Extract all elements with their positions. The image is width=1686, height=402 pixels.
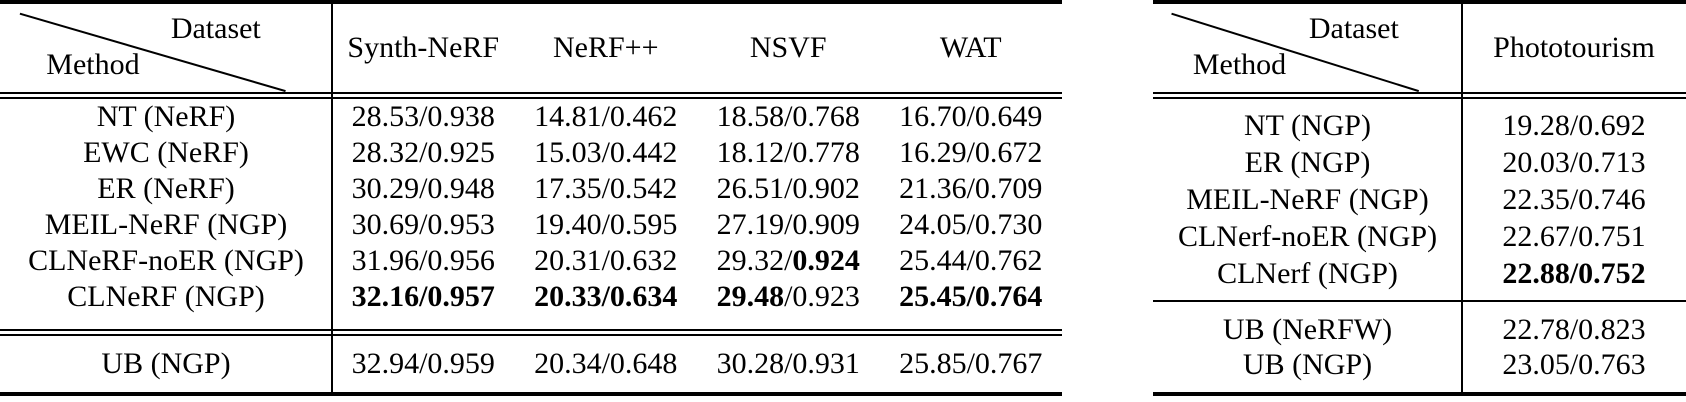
table-row: MEIL-NeRF (NGP) 30.69/0.953 19.40/0.595 27.… bbox=[0, 207, 1062, 243]
metric-cell: 26.51/0.902 bbox=[716, 172, 860, 205]
table-row: CLNeRF-noER (NGP) 31.96/0.956 20.31/0.632 2… bbox=[0, 243, 1062, 279]
upper-bound-divider bbox=[1153, 300, 1686, 302]
metric-cell: 22.67/0.751 bbox=[1502, 219, 1646, 253]
metric-cell: 23.05/0.763 bbox=[1502, 347, 1646, 381]
method-cell: ER (NeRF) bbox=[97, 172, 235, 205]
method-cell: UB (NGP) bbox=[1242, 347, 1373, 381]
metric-cell: 19.40/0.595 bbox=[534, 208, 678, 241]
metric-cell: 30.28/0.931 bbox=[716, 347, 860, 380]
metric-cell: 21.36/0.709 bbox=[899, 172, 1043, 205]
header-divider bbox=[0, 92, 1062, 99]
table-row: ER (NGP) 20.03/0.713 bbox=[1153, 144, 1686, 181]
metric-cell: 18.12/0.778 bbox=[716, 136, 860, 169]
table-row: UB (NeRFW) 22.78/0.823 bbox=[1153, 312, 1686, 347]
metric-cell: 25.85/0.767 bbox=[899, 347, 1043, 380]
table-row: NT (NeRF) 28.53/0.938 14.81/0.462 18.58/0.7… bbox=[0, 99, 1062, 135]
metric-cell: 20.31/0.632 bbox=[534, 244, 678, 277]
table-header: Dataset Method Phototourism bbox=[1153, 4, 1686, 92]
method-label: Method bbox=[46, 48, 140, 81]
metric-cell: 15.03/0.442 bbox=[534, 136, 678, 169]
dataset-label: Dataset bbox=[170, 12, 261, 45]
table-row: EWC (NeRF) 28.32/0.925 15.03/0.442 18.12/0.… bbox=[0, 135, 1062, 171]
column-divider bbox=[331, 4, 333, 392]
upper-bound-section: UB (NeRFW) 22.78/0.823 UB (NGP) 23.05/0.763 bbox=[1153, 302, 1686, 392]
metric-cell: 22.78/0.823 bbox=[1502, 312, 1646, 346]
column-header: NeRF++ bbox=[552, 31, 659, 64]
method-cell: UB (NeRFW) bbox=[1222, 312, 1393, 346]
metric-cell: 32.16/0.957 bbox=[351, 280, 495, 313]
metric-cell: 22.35/0.746 bbox=[1502, 182, 1646, 216]
metric-cell: 28.32/0.925 bbox=[351, 136, 495, 169]
metric-cell: 14.81/0.462 bbox=[534, 100, 678, 133]
metric-cell: 29.32/0.924 bbox=[716, 244, 860, 277]
column-header: WAT bbox=[939, 31, 1002, 64]
main-rows-section: NT (NeRF) 28.53/0.938 14.81/0.462 18.58/0.7… bbox=[0, 99, 1062, 329]
metric-cell: 20.03/0.713 bbox=[1502, 145, 1646, 179]
metric-cell: 30.29/0.948 bbox=[351, 172, 495, 205]
metric-cell: 28.53/0.938 bbox=[351, 100, 495, 133]
metric-cell: 27.19/0.909 bbox=[716, 208, 860, 241]
upper-bound-divider bbox=[0, 329, 1062, 336]
table-row: NT (NGP) 19.28/0.692 bbox=[1153, 107, 1686, 144]
method-cell: ER (NGP) bbox=[1244, 145, 1371, 179]
metric-cell: 19.28/0.692 bbox=[1502, 108, 1646, 142]
metric-cell: 20.33/0.634 bbox=[534, 280, 678, 313]
metric-cell: 16.29/0.672 bbox=[899, 136, 1043, 169]
header-divider bbox=[1153, 92, 1686, 99]
method-cell: CLNerf-noER (NGP) bbox=[1177, 219, 1438, 253]
method-label: Method bbox=[1192, 48, 1287, 81]
table-row: ER (NeRF) 30.29/0.948 17.35/0.542 26.51/0.9… bbox=[0, 171, 1062, 207]
table-header: Dataset Method Synth-NeRF NeRF++ NSVF WAT bbox=[0, 4, 1062, 92]
metric-cell: 22.88/0.752 bbox=[1502, 256, 1646, 290]
table-row: CLNerf (NGP) 22.88/0.752 bbox=[1153, 255, 1686, 292]
method-cell: CLNeRF-noER (NGP) bbox=[28, 244, 304, 277]
table-row: CLNerf-noER (NGP) 22.67/0.751 bbox=[1153, 218, 1686, 255]
diagonal-line bbox=[1153, 4, 1462, 92]
column-header: Phototourism bbox=[1493, 31, 1655, 64]
method-cell: CLNeRF (NGP) bbox=[67, 280, 265, 313]
column-header: Synth-NeRF bbox=[347, 31, 500, 64]
metric-cell: 18.58/0.768 bbox=[716, 100, 860, 133]
table-row: UB (NGP) 32.94/0.959 20.34/0.648 30.28/0.93… bbox=[0, 336, 1062, 392]
results-table-left: Dataset Method Synth-NeRF NeRF++ NSVF WAT N… bbox=[0, 0, 1062, 396]
method-cell: CLNerf (NGP) bbox=[1217, 256, 1398, 290]
upper-bound-section: UB (NGP) 32.94/0.959 20.34/0.648 30.28/0.93… bbox=[0, 336, 1062, 392]
method-cell: EWC (NeRF) bbox=[83, 136, 249, 169]
method-cell: UB (NGP) bbox=[101, 347, 231, 380]
table-row: CLNeRF (NGP) 32.16/0.957 20.33/0.634 29.48/… bbox=[0, 279, 1062, 315]
diagonal-header-cell: Dataset Method bbox=[0, 4, 332, 92]
metric-cell: 25.44/0.762 bbox=[899, 244, 1043, 277]
results-table-right: Dataset Method Phototourism NT (NGP) 19.2… bbox=[1153, 0, 1686, 396]
metric-cell: 20.34/0.648 bbox=[534, 347, 678, 380]
metric-cell: 30.69/0.953 bbox=[351, 208, 495, 241]
metric-cell: 17.35/0.542 bbox=[534, 172, 678, 205]
metric-cell: 29.48/0.923 bbox=[716, 280, 860, 313]
main-rows-section: NT (NGP) 19.28/0.692 ER (NGP) 20.03/0.713 ME… bbox=[1153, 99, 1686, 300]
metric-cell: 25.45/0.764 bbox=[899, 280, 1043, 313]
dataset-label: Dataset bbox=[1308, 12, 1399, 45]
column-divider bbox=[1461, 4, 1463, 392]
metric-cell: 31.96/0.956 bbox=[351, 244, 495, 277]
table-row: UB (NGP) 23.05/0.763 bbox=[1153, 347, 1686, 382]
method-cell: NT (NGP) bbox=[1244, 108, 1371, 142]
metric-cell: 16.70/0.649 bbox=[899, 100, 1043, 133]
diagonal-line bbox=[0, 4, 332, 92]
metric-cell: 32.94/0.959 bbox=[351, 347, 495, 380]
method-cell: MEIL-NeRF (NGP) bbox=[44, 208, 288, 241]
table-row: MEIL-NeRF (NGP) 22.35/0.746 bbox=[1153, 181, 1686, 218]
column-header: NSVF bbox=[749, 31, 827, 64]
method-cell: MEIL-NeRF (NGP) bbox=[1186, 182, 1429, 216]
diagonal-header-cell: Dataset Method bbox=[1153, 4, 1462, 92]
method-cell: NT (NeRF) bbox=[96, 100, 236, 133]
metric-cell: 24.05/0.730 bbox=[899, 208, 1043, 241]
